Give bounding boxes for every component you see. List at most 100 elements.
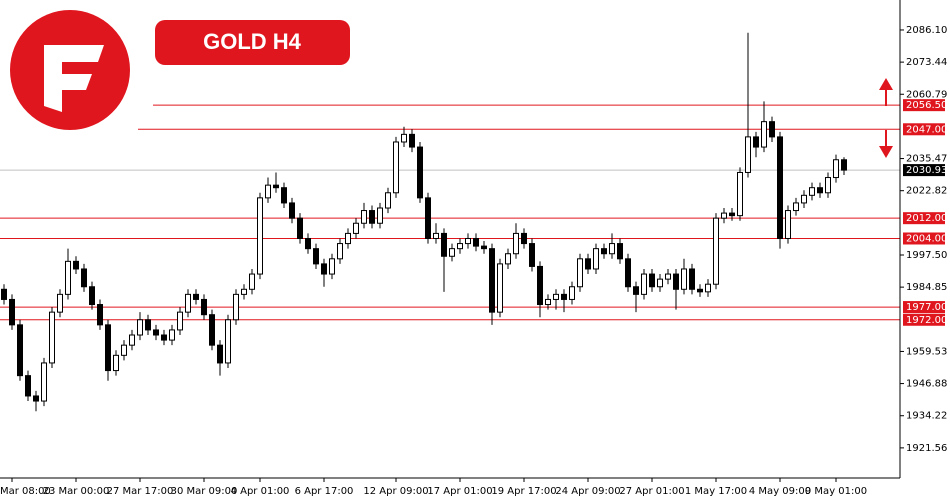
candle-body xyxy=(105,324,111,372)
candle-body xyxy=(745,136,751,173)
candle-body xyxy=(777,136,783,239)
level-label: 1977.00 xyxy=(906,302,947,313)
candle-body xyxy=(609,243,615,255)
candle-body xyxy=(145,319,151,331)
candle-body xyxy=(785,210,791,239)
y-tick-label: 1959.53 xyxy=(906,346,947,357)
candle-body xyxy=(649,273,655,288)
candle-body xyxy=(689,268,695,290)
candle-body xyxy=(569,286,575,300)
candle-body xyxy=(841,159,847,171)
level-label: 2012.00 xyxy=(906,213,947,224)
candle-body xyxy=(729,212,735,217)
candle-body xyxy=(113,354,119,372)
candle-body xyxy=(401,133,407,143)
up-arrow-head xyxy=(879,78,893,90)
candle-body xyxy=(177,311,183,331)
candle-body xyxy=(9,298,15,326)
candle-body xyxy=(457,243,463,250)
candle-body xyxy=(801,194,807,204)
y-tick-label: 1984.85 xyxy=(906,282,947,293)
candle-body xyxy=(793,202,799,212)
candle-body xyxy=(665,273,671,280)
candle-body xyxy=(1,288,7,300)
candle-body xyxy=(161,334,167,341)
candle-body xyxy=(185,293,191,313)
x-tick-label: 23 Mar 00:00 xyxy=(43,486,110,497)
candle-body xyxy=(697,288,703,293)
x-tick-label: 6 Apr 17:00 xyxy=(295,486,354,497)
candle-body xyxy=(577,258,583,288)
candle-body xyxy=(169,329,175,341)
candle-body xyxy=(833,159,839,179)
candle-body xyxy=(497,263,503,313)
candle-body xyxy=(585,258,591,270)
logo xyxy=(10,10,130,130)
candle-body xyxy=(537,265,543,306)
level-label-box xyxy=(903,313,945,326)
candle-body xyxy=(137,319,143,336)
candle-body xyxy=(481,245,487,250)
candle-body xyxy=(409,133,415,148)
logo-circle xyxy=(10,10,130,130)
candle-body xyxy=(633,286,639,295)
candle-body xyxy=(49,311,55,364)
candle-body xyxy=(33,395,39,402)
candle-body xyxy=(713,217,719,285)
candle-body xyxy=(89,286,95,306)
candle-body xyxy=(825,177,831,194)
candle-body xyxy=(281,187,287,204)
level-label: 2047.00 xyxy=(906,124,947,135)
y-tick-label: 1946.88 xyxy=(906,379,947,390)
candle-body xyxy=(753,136,759,148)
candle-body xyxy=(377,207,383,224)
candle-body xyxy=(193,293,199,300)
y-tick-label: 1921.56 xyxy=(906,443,947,454)
candle-body xyxy=(529,243,535,267)
candle-body xyxy=(209,314,215,346)
candle-body xyxy=(761,121,767,148)
current-price-label: 2030.93 xyxy=(906,165,947,176)
y-tick-label: 2073.44 xyxy=(906,57,947,68)
candle-body xyxy=(17,324,23,377)
candle-body xyxy=(313,248,319,265)
candle-body xyxy=(433,232,439,239)
x-tick-label: 24 Apr 09:00 xyxy=(555,486,620,497)
candle-body xyxy=(521,232,527,245)
candle-body xyxy=(329,258,335,275)
candle-body xyxy=(561,293,567,300)
candle-body xyxy=(25,375,31,397)
candle-body xyxy=(201,298,207,316)
y-tick-label: 2086.10 xyxy=(906,25,947,36)
candle-body xyxy=(265,184,271,199)
candle-body xyxy=(289,202,295,219)
candle-body xyxy=(513,232,519,255)
candle-body xyxy=(601,248,607,255)
x-tick-label: 4 May 09:00 xyxy=(749,486,811,497)
x-tick-label: Mar 08:00 xyxy=(0,486,51,497)
candle-body xyxy=(449,248,455,257)
candle-body xyxy=(337,243,343,260)
title-badge xyxy=(155,20,350,65)
candle-body xyxy=(81,268,87,288)
candle-body xyxy=(353,222,359,234)
candle-body xyxy=(121,344,127,356)
x-tick-label: 19 Apr 17:00 xyxy=(491,486,556,497)
candle-body xyxy=(257,197,263,275)
x-tick-label: 17 Apr 01:00 xyxy=(427,486,492,497)
candle-body xyxy=(617,243,623,260)
candle-body xyxy=(425,197,431,239)
candle-body xyxy=(153,329,159,336)
candle-body xyxy=(641,273,647,295)
current-price-box xyxy=(903,164,945,177)
candle-body xyxy=(241,288,247,295)
candle-body xyxy=(297,217,303,239)
candle-body xyxy=(545,298,551,306)
down-arrow-head xyxy=(879,146,893,158)
candle-body xyxy=(65,260,71,295)
candle-body xyxy=(473,237,479,247)
candle-body xyxy=(505,253,511,265)
candle-body xyxy=(673,273,679,290)
